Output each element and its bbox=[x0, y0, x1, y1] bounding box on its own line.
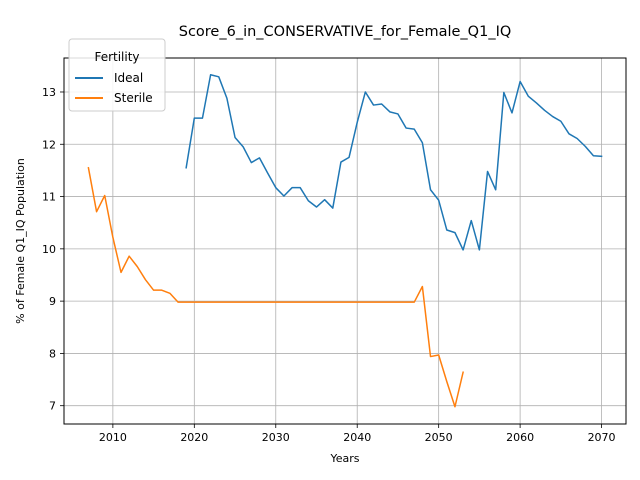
y-axis-label: % of Female Q1_IQ Population bbox=[14, 158, 27, 324]
legend-label-sterile: Sterile bbox=[114, 91, 153, 105]
x-tick-label: 2020 bbox=[180, 431, 208, 444]
x-tick-label: 2010 bbox=[99, 431, 127, 444]
y-tick-label: 10 bbox=[42, 243, 56, 256]
legend-box bbox=[68, 38, 166, 112]
x-axis-ticks: 2010 2020 2030 2040 2050 2060 2070 bbox=[99, 424, 616, 444]
x-tick-label: 2030 bbox=[262, 431, 290, 444]
x-tick-label: 2040 bbox=[343, 431, 371, 444]
x-tick-label: 2050 bbox=[425, 431, 453, 444]
y-axis-ticks: 7 8 9 10 11 12 13 bbox=[42, 86, 64, 413]
series-lines bbox=[87, 73, 603, 408]
grid-lines bbox=[64, 58, 626, 424]
y-tick-label: 12 bbox=[42, 138, 56, 151]
y-tick-label: 11 bbox=[42, 191, 56, 204]
legend: Fertility Ideal Sterile bbox=[68, 38, 166, 112]
y-tick-label: 7 bbox=[49, 400, 56, 413]
x-tick-label: 2070 bbox=[588, 431, 616, 444]
legend-label-ideal: Ideal bbox=[114, 71, 143, 85]
legend-title: Fertility bbox=[94, 50, 139, 64]
plot-frame bbox=[63, 57, 627, 425]
y-tick-label: 9 bbox=[49, 295, 56, 308]
x-axis-label: Years bbox=[329, 452, 359, 465]
series-line-ideal bbox=[185, 73, 603, 251]
y-tick-label: 13 bbox=[42, 86, 56, 99]
series-line-sterile bbox=[87, 166, 465, 408]
chart-title: Score_6_in_CONSERVATIVE_for_Female_Q1_IQ bbox=[179, 24, 512, 40]
y-tick-label: 8 bbox=[49, 347, 56, 360]
x-tick-label: 2060 bbox=[506, 431, 534, 444]
